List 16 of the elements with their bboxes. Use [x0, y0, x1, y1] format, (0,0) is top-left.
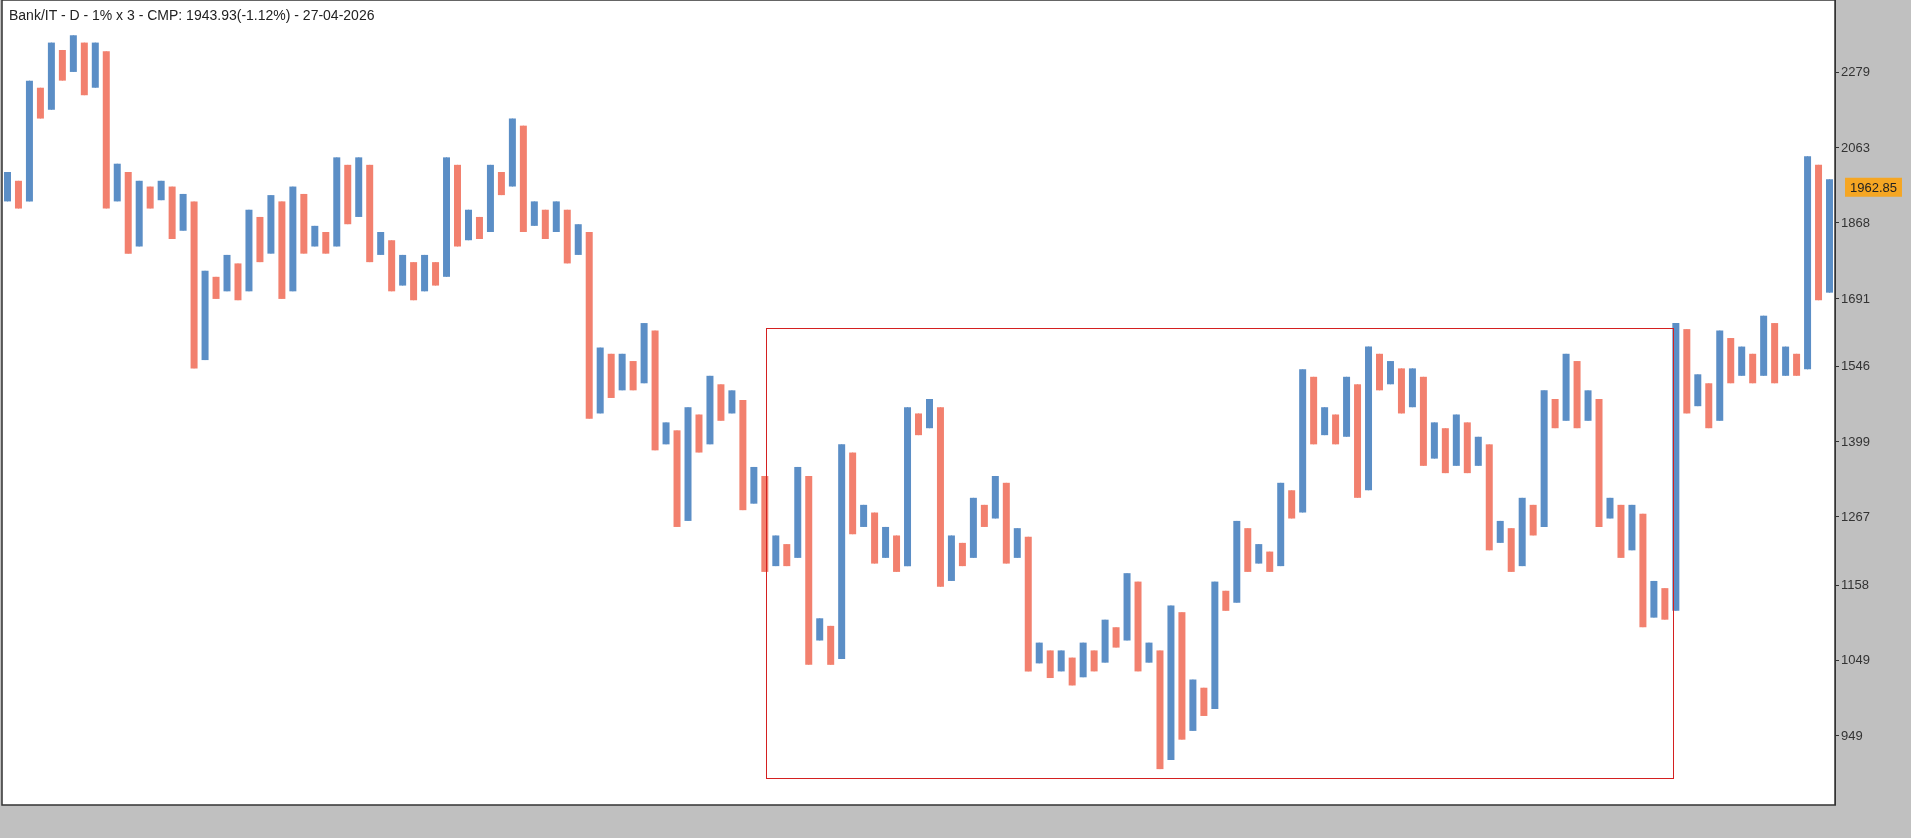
y-tick-label: 1546: [1841, 358, 1870, 374]
y-tick-label: 1049: [1841, 652, 1870, 668]
text: 1962.85: [1850, 179, 1897, 195]
y-tick-label: 2279: [1841, 64, 1870, 80]
y-tick-label: 1868: [1841, 215, 1870, 231]
text: Bank/IT - D - 1% x 3 - CMP: 1943.93(-1.12%) - 27-04-2026: [9, 7, 375, 23]
candlestick: [816, 617, 824, 642]
y-tick-label: 2063: [1841, 139, 1870, 155]
y-tick-label: 1399: [1841, 434, 1870, 450]
y-tick-label: 949: [1841, 728, 1863, 744]
y-tick-label: 1158: [1841, 577, 1869, 593]
candlestick: [1255, 543, 1263, 565]
y-tick-label: 1267: [1841, 509, 1870, 525]
y-tick-label: 1691: [1841, 290, 1870, 306]
candlestick: [1112, 626, 1120, 649]
candlestick: [432, 261, 440, 287]
